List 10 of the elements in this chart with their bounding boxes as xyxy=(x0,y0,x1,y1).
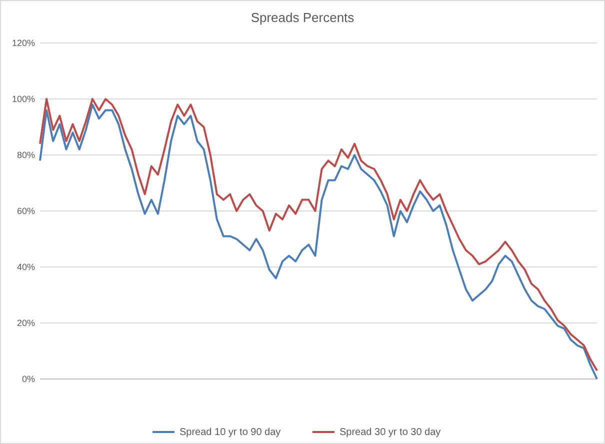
y-tick-label: 40% xyxy=(16,262,35,272)
y-tick-label: 0% xyxy=(22,374,35,384)
legend-label: Spread 30 yr to 30 day xyxy=(340,427,441,438)
y-tick-label: 80% xyxy=(16,150,35,160)
y-tick-label: 100% xyxy=(12,94,35,104)
y-tick-label: 60% xyxy=(16,206,35,216)
chart-title: Spreads Percents xyxy=(250,10,355,25)
legend-label: Spread 10 yr to 90 day xyxy=(180,427,281,438)
y-tick-label: 20% xyxy=(16,318,35,328)
y-tick-label: 120% xyxy=(12,38,35,48)
